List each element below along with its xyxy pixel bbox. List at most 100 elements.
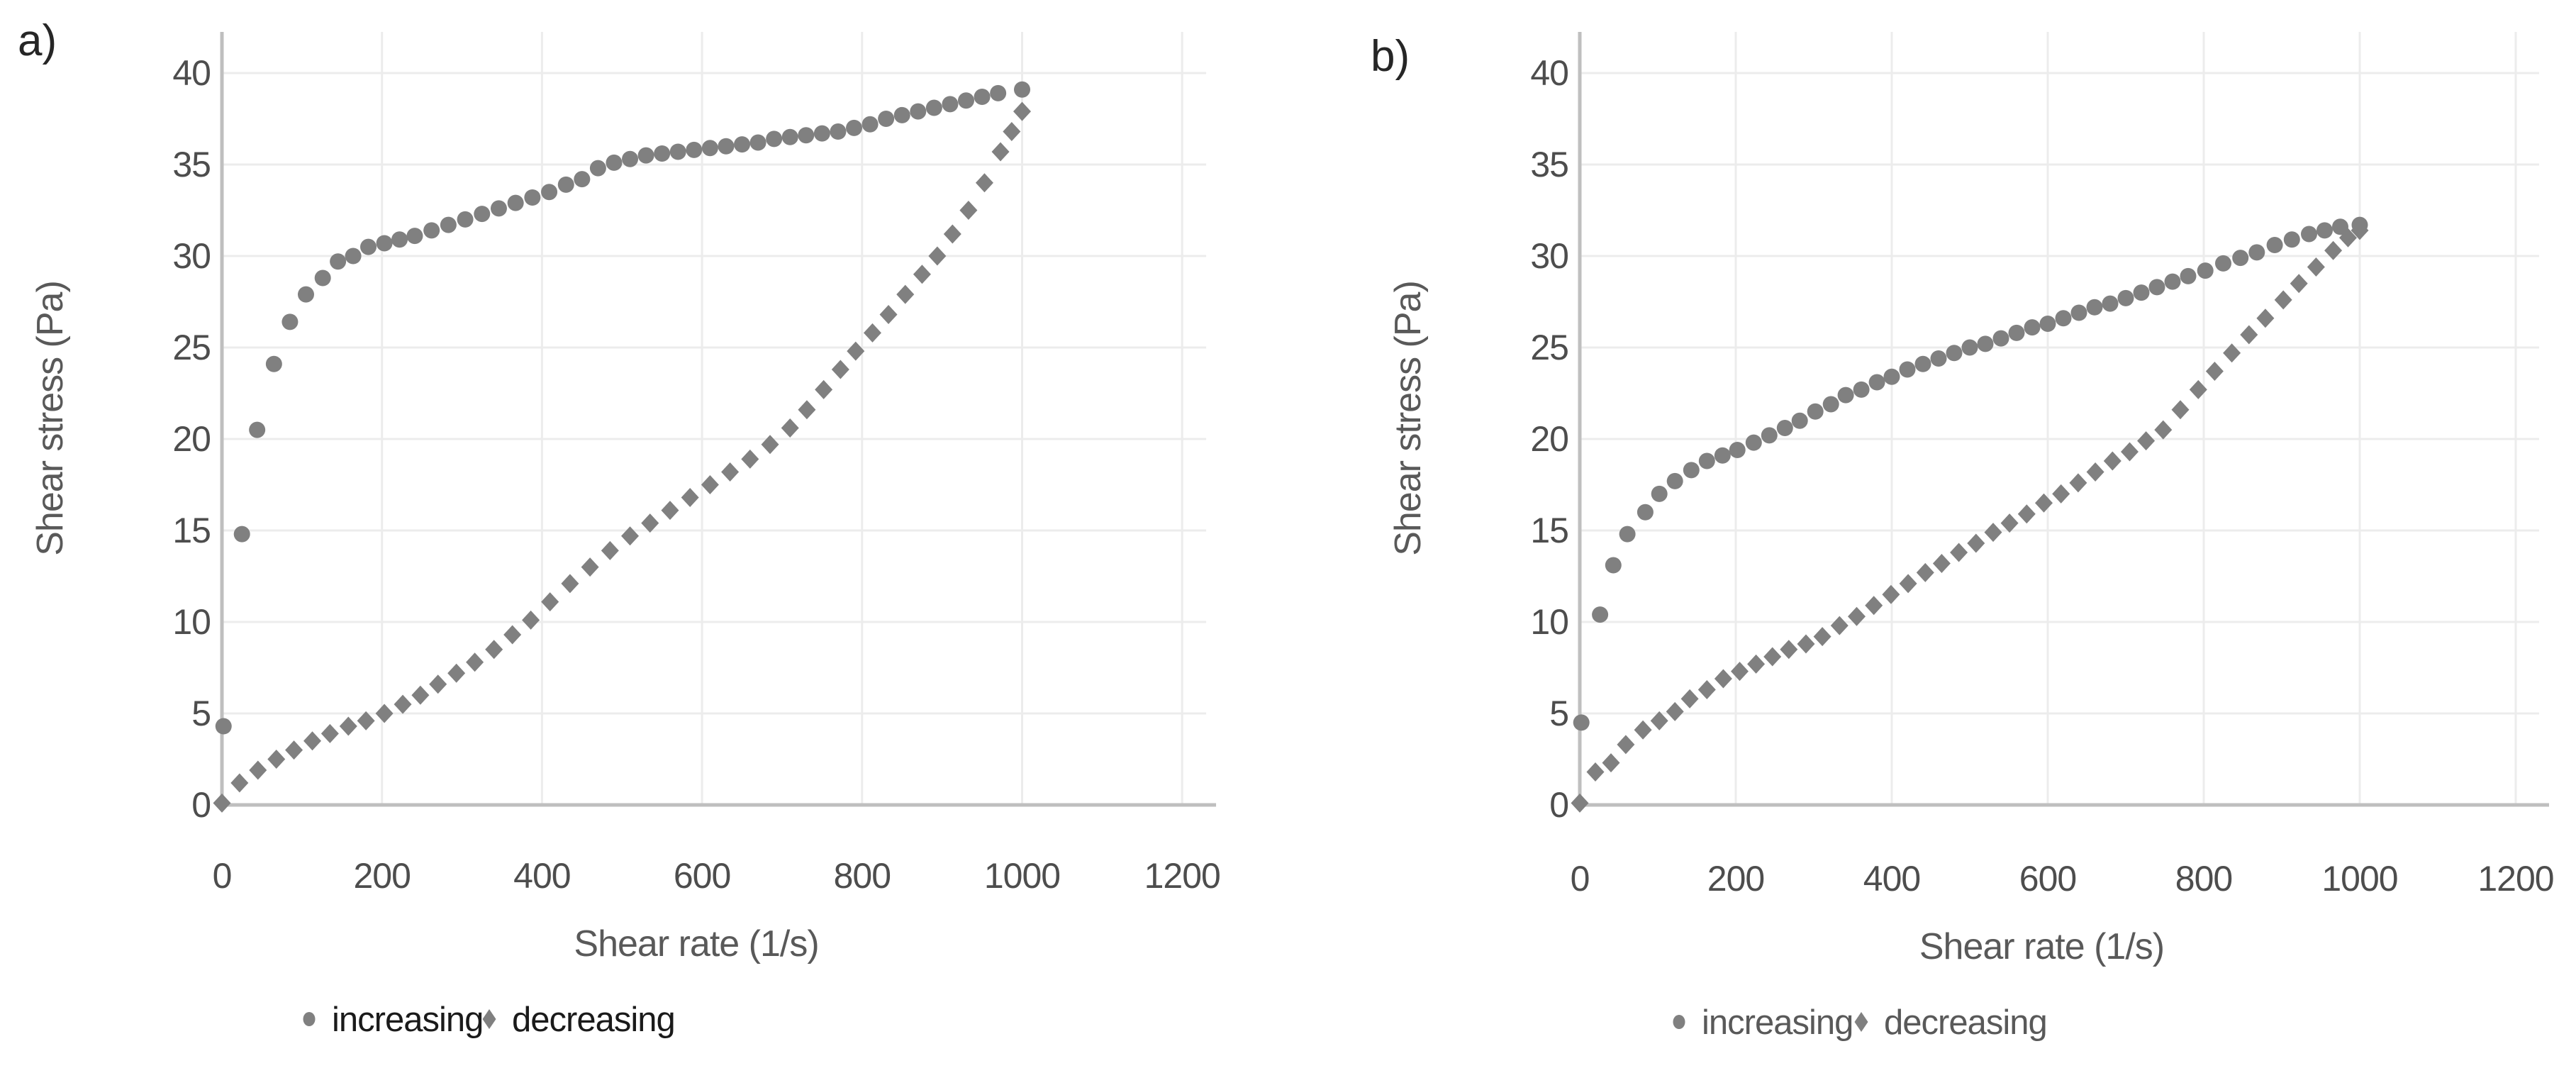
- data-point-diamond: [2035, 493, 2053, 513]
- series-decreasing-a: [213, 101, 1031, 813]
- data-point-diamond: [943, 224, 961, 244]
- data-point-circle: [686, 141, 703, 158]
- x-axis-title-b: Shear rate (1/s): [1919, 926, 2164, 967]
- data-point-circle: [718, 138, 735, 155]
- data-point-diamond: [621, 526, 640, 546]
- data-point-circle: [1961, 339, 1978, 356]
- data-point-circle: [440, 216, 457, 233]
- data-point-circle: [2164, 273, 2181, 290]
- data-point-diamond: [681, 488, 699, 508]
- data-point-diamond: [2274, 290, 2292, 310]
- data-point-diamond: [1780, 640, 1798, 660]
- data-point-diamond: [447, 663, 466, 683]
- data-point-diamond: [285, 740, 303, 760]
- data-point-circle: [606, 154, 623, 171]
- x-tick-label: 1000: [984, 856, 1060, 896]
- data-point-diamond: [320, 723, 339, 743]
- data-point-circle: [265, 355, 282, 372]
- data-point-diamond: [2256, 308, 2275, 328]
- data-point-circle: [1729, 441, 1746, 458]
- data-point-diamond: [741, 449, 759, 469]
- data-point-circle: [893, 106, 910, 123]
- y-tick-labels-a: 0 5 10 15 20 25 30 35 40: [172, 53, 211, 825]
- x-tick-label: 600: [674, 856, 730, 896]
- y-tick-label: 5: [1549, 694, 1568, 733]
- data-point-diamond: [721, 462, 740, 482]
- data-point-circle: [2055, 310, 2072, 327]
- data-point-diamond: [2205, 362, 2224, 382]
- data-point-diamond: [1586, 762, 1605, 782]
- data-point-circle: [2070, 304, 2087, 321]
- data-point-circle: [524, 189, 541, 206]
- data-point-diamond: [213, 793, 231, 813]
- data-point-circle: [622, 150, 639, 167]
- data-point-circle: [2332, 218, 2348, 235]
- data-point-diamond: [581, 557, 599, 577]
- data-point-diamond: [2017, 504, 2036, 524]
- data-point-circle: [1605, 557, 1622, 574]
- data-point-circle: [2102, 295, 2119, 312]
- data-point-circle: [490, 200, 507, 217]
- data-point-circle: [2301, 226, 2317, 243]
- data-point-circle: [2117, 289, 2134, 306]
- data-point-diamond: [1680, 689, 1699, 708]
- y-tick-label: 25: [1530, 328, 1568, 367]
- data-point-diamond: [1865, 596, 1883, 616]
- data-point-diamond: [1571, 793, 1589, 813]
- data-point-diamond: [1731, 662, 1749, 682]
- x-tick-label: 200: [353, 856, 410, 896]
- data-point-circle: [2008, 324, 2025, 341]
- legend-a: increasing decreasing: [303, 1001, 676, 1039]
- data-point-circle: [1014, 81, 1030, 98]
- x-tick-label: 200: [1707, 859, 1764, 899]
- data-point-diamond: [2324, 240, 2343, 260]
- data-point-circle: [1619, 526, 1636, 543]
- y-axis-title-a: Shear stress (Pa): [30, 281, 71, 556]
- data-point-circle: [2266, 237, 2283, 254]
- legend-label-decreasing-b: decreasing: [1884, 1003, 2047, 1042]
- data-point-circle: [2248, 244, 2265, 261]
- data-point-diamond: [541, 592, 559, 612]
- data-point-circle: [1791, 412, 1808, 429]
- data-point-circle: [2283, 231, 2300, 248]
- data-point-circle: [925, 99, 942, 116]
- data-point-diamond: [2154, 420, 2173, 440]
- data-point-diamond: [847, 341, 865, 361]
- data-point-circle: [2148, 279, 2165, 296]
- data-point-diamond: [230, 773, 249, 793]
- data-point-circle: [2316, 222, 2333, 239]
- y-tick-label: 0: [191, 785, 211, 825]
- data-point-diamond: [2103, 451, 2121, 471]
- data-point-circle: [457, 211, 474, 228]
- data-point-diamond: [561, 574, 579, 594]
- data-point-diamond: [267, 750, 286, 769]
- data-point-diamond: [661, 501, 679, 521]
- legend-label-increasing-a: increasing: [332, 1001, 483, 1039]
- x-tick-label: 800: [2175, 859, 2232, 899]
- data-point-circle: [1868, 374, 1885, 391]
- data-point-circle: [1899, 361, 1916, 378]
- data-point-circle: [749, 134, 766, 151]
- data-point-diamond: [2121, 442, 2139, 462]
- data-point-circle: [637, 147, 654, 164]
- y-tick-label: 30: [172, 236, 211, 276]
- data-point-diamond: [357, 711, 375, 730]
- data-point-diamond: [975, 173, 993, 193]
- data-point-diamond: [1617, 735, 1635, 755]
- data-point-diamond: [831, 360, 849, 379]
- data-point-circle: [990, 84, 1007, 101]
- panel-label-b: b): [1371, 32, 1410, 81]
- data-point-diamond: [1763, 647, 1782, 667]
- y-tick-label: 35: [1530, 145, 1568, 184]
- data-point-circle: [1745, 434, 1762, 451]
- data-point-circle: [1714, 447, 1731, 464]
- data-point-diamond: [2052, 484, 2070, 504]
- series-decreasing-b: [1571, 221, 2369, 813]
- data-point-diamond: [863, 323, 881, 343]
- data-point-circle: [1666, 472, 1683, 489]
- data-point-diamond: [798, 400, 816, 420]
- data-point-circle: [669, 143, 686, 160]
- legend-label-decreasing-a: decreasing: [512, 1001, 675, 1039]
